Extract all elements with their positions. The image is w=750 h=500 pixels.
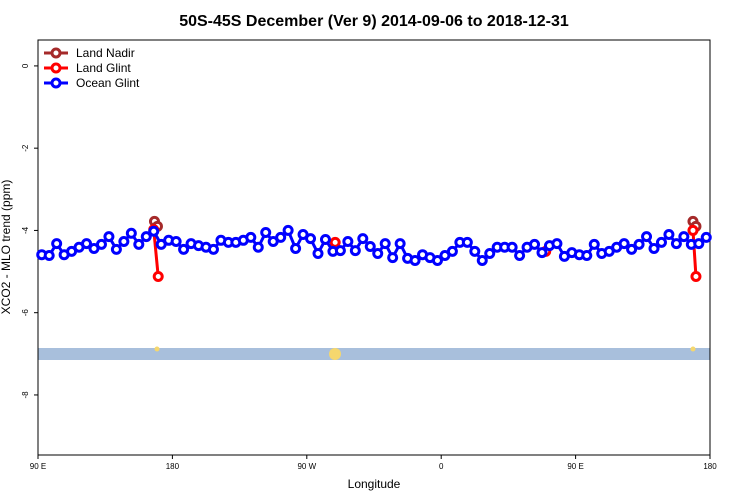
point <box>536 247 548 259</box>
point <box>118 236 130 248</box>
x-tick-label: 0 <box>439 462 444 471</box>
x-tick-label: 180 <box>166 462 180 471</box>
point <box>152 270 164 282</box>
point <box>51 238 63 250</box>
point <box>484 247 496 259</box>
chart-title: 50S-45S December (Ver 9) 2014-09-06 to 2… <box>179 13 569 30</box>
point <box>245 231 257 243</box>
plot-frame <box>37 39 711 456</box>
y-tick-label: -4 <box>21 226 30 234</box>
y-axis-label: XCO2 - MLO trend (ppm) <box>0 180 13 315</box>
point <box>618 238 630 250</box>
point <box>148 225 160 237</box>
point <box>95 238 107 250</box>
point <box>431 254 443 266</box>
point <box>469 245 481 257</box>
point <box>372 247 384 259</box>
point <box>140 231 152 243</box>
point <box>633 238 645 250</box>
marker-dot <box>329 348 341 360</box>
point <box>282 224 294 236</box>
y-tick-label: -6 <box>21 309 30 317</box>
point <box>690 270 702 282</box>
point <box>342 236 354 248</box>
point <box>663 229 675 241</box>
point <box>588 238 600 250</box>
marker-dot <box>154 346 160 352</box>
point <box>349 245 361 257</box>
point <box>700 231 712 243</box>
x-tick-label: 180 <box>703 462 717 471</box>
y-tick-label: -8 <box>21 391 30 399</box>
point <box>178 243 190 255</box>
point <box>529 238 541 250</box>
point <box>461 236 473 248</box>
point <box>687 224 699 236</box>
legend-label: Land Nadir <box>76 46 135 60</box>
legend-marker <box>50 62 62 74</box>
x-tick-label: 90 E <box>567 462 583 471</box>
point <box>312 247 324 259</box>
x-axis-label: Longitude <box>348 477 401 491</box>
legend-marker <box>50 47 62 59</box>
legend-label: Ocean Glint <box>76 76 140 90</box>
point <box>357 233 369 245</box>
point <box>334 245 346 257</box>
point <box>260 226 272 238</box>
point <box>110 243 122 255</box>
point <box>81 238 93 250</box>
point <box>506 241 518 253</box>
point <box>387 252 399 264</box>
point <box>693 238 705 250</box>
point <box>476 254 488 266</box>
y-tick-label: -2 <box>21 144 30 152</box>
point <box>319 233 331 245</box>
point <box>103 231 115 243</box>
legend-marker <box>50 77 62 89</box>
point <box>641 231 653 243</box>
point <box>409 254 421 266</box>
point <box>290 243 302 255</box>
legend-label: Land Glint <box>76 61 131 75</box>
point <box>514 250 526 262</box>
point <box>305 233 317 245</box>
point <box>43 250 55 262</box>
point <box>170 236 182 248</box>
point <box>207 243 219 255</box>
point <box>648 243 660 255</box>
x-tick-label: 90 E <box>30 462 46 471</box>
point <box>655 236 667 248</box>
point <box>581 250 593 262</box>
y-tick-label: 0 <box>21 63 30 68</box>
point <box>364 240 376 252</box>
series-line <box>152 229 698 277</box>
marker-dot <box>690 346 696 352</box>
point <box>678 231 690 243</box>
point <box>133 238 145 250</box>
point <box>125 227 137 239</box>
x-tick-label: 90 W <box>297 462 316 471</box>
point <box>626 243 638 255</box>
point <box>329 236 341 248</box>
point <box>551 238 563 250</box>
surface-band <box>38 348 710 360</box>
point <box>252 241 264 253</box>
point <box>446 245 458 257</box>
point <box>394 238 406 250</box>
point <box>670 238 682 250</box>
point <box>275 231 287 243</box>
point <box>379 238 391 250</box>
